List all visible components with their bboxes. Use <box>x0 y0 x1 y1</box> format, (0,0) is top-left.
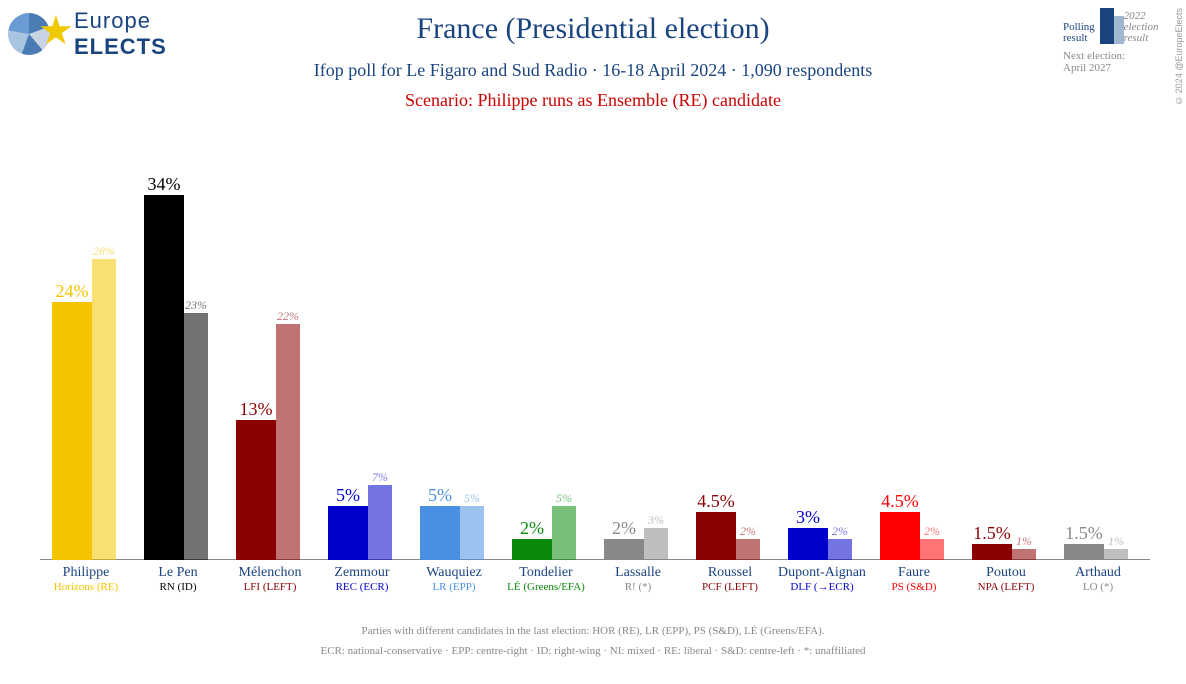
prev-value-label: 2% <box>828 524 852 539</box>
candidate-party: PS (S&D) <box>868 581 960 593</box>
candidate-party: PCF (LEFT) <box>684 581 776 593</box>
candidate-name: Zemmour <box>316 565 408 581</box>
prev-value-label: 1% <box>1104 534 1128 549</box>
poll-bar <box>880 512 920 560</box>
x-axis-item: Le PenRN (ID) <box>132 565 224 593</box>
prev-bar <box>184 313 208 560</box>
candidate-party: R! (*) <box>592 581 684 593</box>
poll-value-label: 5% <box>328 485 368 506</box>
candidate-party: RN (ID) <box>132 581 224 593</box>
poll-value-label: 24% <box>52 281 92 302</box>
poll-value-label: 2% <box>604 518 644 539</box>
candidate-party: REC (ECR) <box>316 581 408 593</box>
poll-bar <box>972 544 1012 560</box>
x-axis-item: RousselPCF (LEFT) <box>684 565 776 593</box>
poll-bar <box>512 539 552 561</box>
candidate-party: Horizons (RE) <box>40 581 132 593</box>
prev-value-label: 3% <box>644 513 668 528</box>
poll-bar <box>328 506 368 560</box>
prev-value-label: 2% <box>736 524 760 539</box>
poll-value-label: 3% <box>788 507 828 528</box>
prev-bar <box>368 485 392 560</box>
poll-bar <box>420 506 460 560</box>
prev-bar <box>460 506 484 560</box>
candidate-name: Le Pen <box>132 565 224 581</box>
candidate-party: LO (*) <box>1052 581 1144 593</box>
prev-bar <box>920 539 944 561</box>
candidate-name: Faure <box>868 565 960 581</box>
prev-value-label: 5% <box>552 491 576 506</box>
candidate-name: Roussel <box>684 565 776 581</box>
prev-value-label: 2% <box>920 524 944 539</box>
prev-bar <box>552 506 576 560</box>
prev-value-label: 7% <box>368 470 392 485</box>
poll-value-label: 1.5% <box>972 523 1012 544</box>
prev-bar <box>1104 549 1128 560</box>
candidate-name: Dupont-Aignan <box>776 565 868 581</box>
legend-next-date: April 2027 <box>1063 62 1178 74</box>
chart-scenario: Scenario: Philippe runs as Ensemble (RE)… <box>0 90 1186 111</box>
chart-title: France (Presidential election) <box>0 12 1186 46</box>
footnote-2: ECR: national-conservative · EPP: centre… <box>0 645 1186 657</box>
prev-value-label: 23% <box>184 298 208 313</box>
poll-bar <box>696 512 736 560</box>
poll-value-label: 34% <box>144 174 184 195</box>
candidate-name: Lassalle <box>592 565 684 581</box>
poll-bar <box>604 539 644 561</box>
candidate-name: Tondelier <box>500 565 592 581</box>
chart-subtitle: Ifop poll for Le Figaro and Sud Radio · … <box>0 60 1186 81</box>
prev-bar <box>736 539 760 561</box>
poll-value-label: 4.5% <box>880 491 920 512</box>
prev-value-label: 28% <box>92 244 116 259</box>
poll-bar <box>144 195 184 561</box>
candidate-party: DLF (→ECR) <box>776 581 868 593</box>
x-axis-item: FaurePS (S&D) <box>868 565 960 593</box>
prev-bar <box>92 259 116 560</box>
x-axis-item: LassalleR! (*) <box>592 565 684 593</box>
candidate-party: LÉ (Greens/EFA) <box>500 581 592 593</box>
bar-chart: 24%28%34%23%13%22%5%7%5%5%2%5%2%3%4.5%2%… <box>40 130 1150 560</box>
poll-value-label: 13% <box>236 399 276 420</box>
legend-polling-swatch <box>1100 8 1114 44</box>
prev-value-label: 5% <box>460 491 484 506</box>
copyright: © 2024 @EuropeElects <box>1174 8 1184 106</box>
footnote-1: Parties with different candidates in the… <box>0 625 1186 637</box>
legend: Polling result 2022 election result Next… <box>1063 8 1178 74</box>
legend-polling-label: Polling result <box>1063 22 1100 44</box>
candidate-name: Poutou <box>960 565 1052 581</box>
poll-bar <box>1064 544 1104 560</box>
candidate-name: Philippe <box>40 565 132 581</box>
poll-value-label: 5% <box>420 485 460 506</box>
prev-value-label: 22% <box>276 309 300 324</box>
x-axis-item: WauquiezLR (EPP) <box>408 565 500 593</box>
poll-value-label: 2% <box>512 518 552 539</box>
candidate-name: Arthaud <box>1052 565 1144 581</box>
prev-bar <box>644 528 668 560</box>
x-axis-item: PoutouNPA (LEFT) <box>960 565 1052 593</box>
candidate-party: LR (EPP) <box>408 581 500 593</box>
x-axis-item: MélenchonLFI (LEFT) <box>224 565 316 593</box>
poll-bar <box>788 528 828 560</box>
poll-bar <box>236 420 276 560</box>
prev-bar <box>276 324 300 561</box>
legend-election-label: 2022 election result <box>1124 11 1178 44</box>
x-axis-item: ZemmourREC (ECR) <box>316 565 408 593</box>
legend-next-label: Next election: <box>1063 50 1178 62</box>
x-axis-item: PhilippeHorizons (RE) <box>40 565 132 593</box>
prev-bar <box>828 539 852 561</box>
x-axis-item: ArthaudLO (*) <box>1052 565 1144 593</box>
prev-bar <box>1012 549 1036 560</box>
prev-value-label: 1% <box>1012 534 1036 549</box>
candidate-party: LFI (LEFT) <box>224 581 316 593</box>
x-axis-item: TondelierLÉ (Greens/EFA) <box>500 565 592 593</box>
poll-value-label: 4.5% <box>696 491 736 512</box>
candidate-party: NPA (LEFT) <box>960 581 1052 593</box>
poll-value-label: 1.5% <box>1064 523 1104 544</box>
poll-bar <box>52 302 92 560</box>
x-axis-item: Dupont-AignanDLF (→ECR) <box>776 565 868 593</box>
candidate-name: Wauquiez <box>408 565 500 581</box>
legend-election-swatch <box>1114 16 1124 44</box>
candidate-name: Mélenchon <box>224 565 316 581</box>
